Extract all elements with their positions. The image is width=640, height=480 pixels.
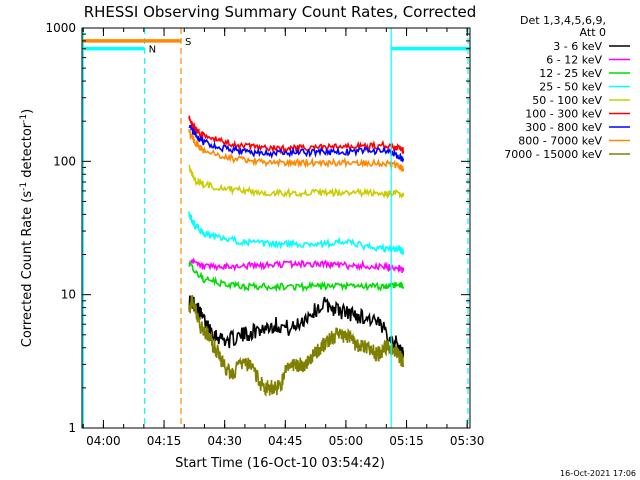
legend-label-2: 12 - 25 keV xyxy=(539,67,602,80)
x-axis: 04:00 04:15 04:30 04:45 05:00 05:15 05:30 xyxy=(82,28,485,448)
plot-frame xyxy=(81,27,471,429)
chart-title: RHESSI Observing Summary Count Rates, Co… xyxy=(84,3,477,21)
y-axis-label-sup1: -1 xyxy=(19,182,29,191)
series-line-0 xyxy=(188,295,405,360)
series-line-8 xyxy=(188,294,405,397)
legend-label-6: 300 - 800 keV xyxy=(525,121,602,134)
legend-label-1: 6 - 12 keV xyxy=(546,54,602,67)
y-axis-label-main: Corrected Count Rate (s xyxy=(20,191,35,348)
x-tick-label-2: 04:30 xyxy=(207,434,242,448)
flag-label-1: S xyxy=(185,37,191,48)
x-tick-label-4: 05:00 xyxy=(329,434,364,448)
flag-label-0: N xyxy=(149,45,156,56)
y-tick-label-1: 10 xyxy=(61,288,76,302)
series-line-6 xyxy=(188,124,405,163)
legend-header-1: Att 0 xyxy=(580,26,606,39)
series-line-5 xyxy=(188,115,405,155)
series-line-1 xyxy=(188,257,405,274)
x-tick-label-0: 04:00 xyxy=(86,434,121,448)
series-line-4 xyxy=(188,164,405,200)
legend-header-0: Det 1,3,4,5,6,9, xyxy=(520,14,606,27)
x-axis-label: Start Time (16-Oct-10 03:54:42) xyxy=(175,456,385,471)
x-tick-label-1: 04:15 xyxy=(147,434,182,448)
legend-label-8: 7000 - 15000 keV xyxy=(504,148,602,161)
legend-label-3: 25 - 50 keV xyxy=(539,81,602,94)
y-axis: 1 10 100 1000 xyxy=(45,21,470,435)
y-axis-label-mid: detector xyxy=(20,122,35,182)
series-line-7 xyxy=(188,129,405,172)
y-tick-label-2: 100 xyxy=(53,154,76,168)
y-axis-label-sup2: -1 xyxy=(19,114,29,123)
x-tick-label-6: 05:30 xyxy=(450,434,485,448)
y-tick-label-3: 1000 xyxy=(45,21,76,35)
y-tick-label-0: 1 xyxy=(68,421,76,435)
series-line-3 xyxy=(188,211,405,256)
legend-label-5: 100 - 300 keV xyxy=(525,108,602,121)
footer-timestamp: 16-Oct-2021 17:06 xyxy=(560,469,636,478)
series-line-2 xyxy=(188,259,405,293)
y-axis-label: Corrected Count Rate (s-1 detector-1) xyxy=(19,109,35,347)
y-axis-label-end: ) xyxy=(20,109,35,114)
x-tick-label-3: 04:45 xyxy=(268,434,303,448)
legend-label-4: 50 - 100 keV xyxy=(532,94,602,107)
plot-markers-layer: NS xyxy=(82,28,470,428)
plot-series-layer xyxy=(188,115,405,397)
legend-label-7: 800 - 7000 keV xyxy=(518,135,602,148)
legend-label-0: 3 - 6 keV xyxy=(553,40,602,53)
x-tick-label-5: 05:15 xyxy=(389,434,424,448)
